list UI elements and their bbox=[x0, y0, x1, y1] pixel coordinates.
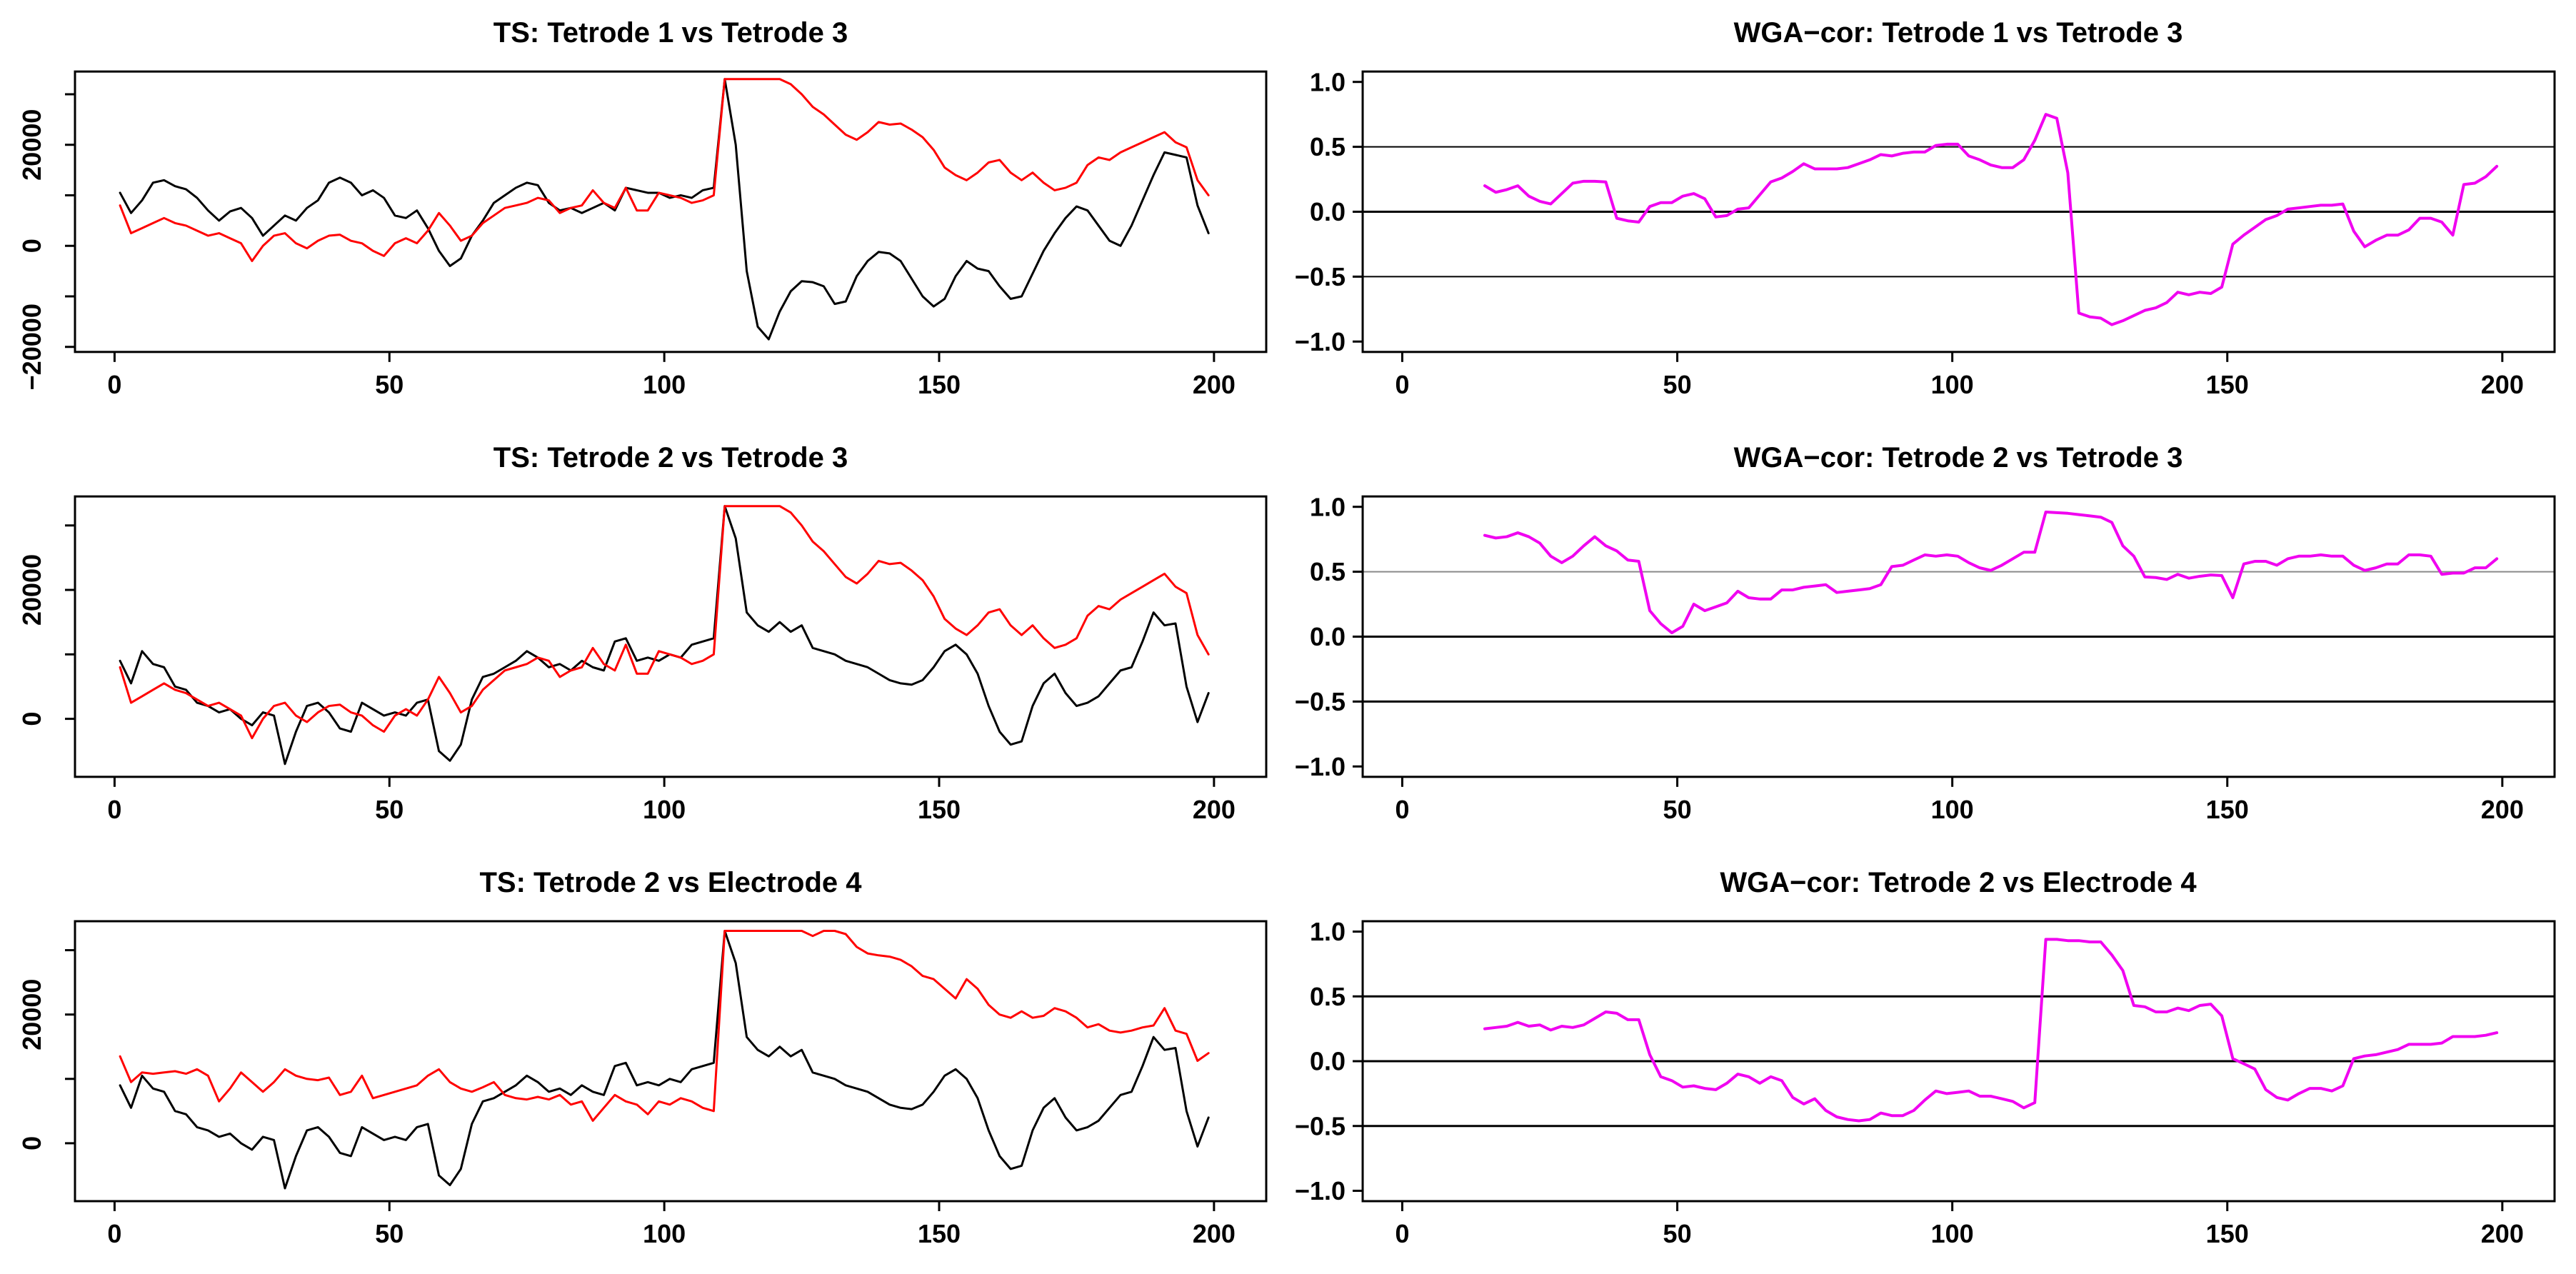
panel-wga-cor-tetrode2-vs-tetrode3: WGA−cor: Tetrode 2 vs Tetrode 3 0 50 100 15… bbox=[1288, 425, 2576, 850]
x-tick-label: 0 bbox=[107, 795, 121, 824]
x-tick-label: 200 bbox=[1193, 370, 1236, 399]
panel-ts-tetrode2-vs-electrode4: TS: Tetrode 2 vs Electrode 4 0 50 100 150 20… bbox=[0, 850, 1288, 1274]
x-tick-label: 0 bbox=[107, 1219, 121, 1248]
y-tick-label: 20000 bbox=[17, 979, 46, 1050]
series-tetrode-2-line bbox=[119, 930, 1210, 1190]
series-correlation-line bbox=[1483, 511, 2499, 635]
ts-tetrode2-vs-electrode4-chart: 0 50 100 150 200 0 20000 bbox=[17, 920, 1268, 1248]
x-tick-label: 100 bbox=[1931, 795, 1974, 824]
plot-box bbox=[74, 495, 1268, 778]
panel-wga-cor-tetrode2-vs-electrode4: WGA−cor: Tetrode 2 vs Electrode 4 0 50 100… bbox=[1288, 850, 2576, 1274]
series-tetrode-1-line bbox=[119, 78, 1210, 341]
wga-cor-tetrode2-vs-electrode4-chart: 0 50 100 150 200 −1.0 −0.5 0.0 0.5 1.0 bbox=[1295, 917, 2556, 1248]
series-correlation-line bbox=[1483, 938, 2499, 1123]
x-tick-label: 150 bbox=[918, 370, 961, 399]
x-tick-label: 50 bbox=[1663, 795, 1692, 824]
x-tick-label: 100 bbox=[1931, 370, 1974, 399]
x-tick-label: 100 bbox=[1931, 1219, 1974, 1248]
x-tick-label: 50 bbox=[375, 795, 404, 824]
x-tick-label: 150 bbox=[918, 1219, 961, 1248]
x-tick-label: 200 bbox=[1193, 1219, 1236, 1248]
x-tick-label: 0 bbox=[107, 370, 121, 399]
chart-title: TS: Tetrode 2 vs Electrode 4 bbox=[479, 867, 862, 898]
y-tick-label: −0.5 bbox=[1295, 687, 1345, 716]
y-tick-label: 1.0 bbox=[1310, 67, 1345, 96]
y-tick-label: 0.0 bbox=[1310, 197, 1345, 226]
x-tick-label: 50 bbox=[1663, 1219, 1692, 1248]
series-correlation-line bbox=[1483, 113, 2499, 326]
y-tick-label: 20000 bbox=[17, 554, 46, 626]
y-tick-label: 0 bbox=[17, 239, 46, 253]
chart-title: WGA−cor: Tetrode 1 vs Tetrode 3 bbox=[1733, 17, 2183, 49]
chart-title: TS: Tetrode 2 vs Tetrode 3 bbox=[493, 442, 848, 473]
x-tick-label: 100 bbox=[643, 370, 686, 399]
panel-ts-tetrode2-vs-tetrode3: TS: Tetrode 2 vs Tetrode 3 0 50 100 150 200 0… bbox=[0, 425, 1288, 850]
y-tick-label: 0.0 bbox=[1310, 1047, 1345, 1076]
y-tick-label: −0.5 bbox=[1295, 1111, 1345, 1140]
x-tick-label: 50 bbox=[375, 370, 404, 399]
y-tick-label: −1.0 bbox=[1295, 752, 1345, 781]
x-tick-label: 0 bbox=[1395, 370, 1409, 399]
wga-cor-tetrode1-vs-tetrode3-chart: 0 50 100 150 200 −1.0 −0.5 0.0 0.5 1.0 bbox=[1295, 67, 2556, 399]
x-tick-label: 200 bbox=[2481, 370, 2524, 399]
x-tick-label: 100 bbox=[643, 1219, 686, 1248]
x-tick-label: 50 bbox=[1663, 370, 1692, 399]
wga-cor-tetrode2-vs-tetrode3-chart: 0 50 100 150 200 −1.0 −0.5 0.0 0.5 1.0 bbox=[1295, 492, 2556, 824]
y-tick-label: 0.5 bbox=[1310, 982, 1345, 1011]
ts-tetrode2-vs-tetrode3-chart: 0 50 100 150 200 0 20000 bbox=[17, 495, 1268, 824]
chart-title: WGA−cor: Tetrode 2 vs Tetrode 3 bbox=[1733, 442, 2183, 473]
x-tick-label: 150 bbox=[2206, 1219, 2249, 1248]
series-electrode-4-line bbox=[119, 930, 1210, 1122]
x-tick-label: 200 bbox=[2481, 795, 2524, 824]
plot-box bbox=[74, 70, 1268, 353]
series-tetrode-2-line bbox=[119, 505, 1210, 766]
x-tick-label: 200 bbox=[1193, 795, 1236, 824]
y-tick-label: 0.5 bbox=[1310, 132, 1345, 161]
x-tick-label: 50 bbox=[375, 1219, 404, 1248]
x-tick-label: 200 bbox=[2481, 1219, 2524, 1248]
y-tick-label: −20000 bbox=[17, 304, 46, 390]
y-tick-label: 1.0 bbox=[1310, 492, 1345, 521]
y-tick-label: −0.5 bbox=[1295, 262, 1345, 291]
ts-tetrode1-vs-tetrode3-chart: 0 50 100 150 200 −20000 0 20000 bbox=[17, 70, 1268, 399]
y-tick-label: 0 bbox=[17, 712, 46, 726]
plot-box bbox=[74, 920, 1268, 1203]
x-tick-label: 100 bbox=[643, 795, 686, 824]
y-tick-label: −1.0 bbox=[1295, 327, 1345, 356]
x-tick-label: 0 bbox=[1395, 795, 1409, 824]
y-tick-label: 20000 bbox=[17, 109, 46, 181]
series-tetrode-3-line bbox=[119, 505, 1210, 740]
series-tetrode-3-line bbox=[119, 78, 1210, 263]
y-tick-label: 0.0 bbox=[1310, 622, 1345, 651]
x-tick-label: 150 bbox=[918, 795, 961, 824]
y-tick-label: 1.0 bbox=[1310, 917, 1345, 946]
y-tick-label: 0 bbox=[17, 1136, 46, 1150]
x-tick-label: 150 bbox=[2206, 795, 2249, 824]
panel-wga-cor-tetrode1-vs-tetrode3: WGA−cor: Tetrode 1 vs Tetrode 3 0 50 100 15… bbox=[1288, 0, 2576, 425]
chart-title: TS: Tetrode 1 vs Tetrode 3 bbox=[493, 17, 848, 49]
y-tick-label: −1.0 bbox=[1295, 1176, 1345, 1205]
x-tick-label: 0 bbox=[1395, 1219, 1409, 1248]
y-tick-label: 0.5 bbox=[1310, 557, 1345, 586]
chart-title: WGA−cor: Tetrode 2 vs Electrode 4 bbox=[1720, 867, 2197, 898]
panel-ts-tetrode1-vs-tetrode3: TS: Tetrode 1 vs Tetrode 3 0 50 100 150 200 −… bbox=[0, 0, 1288, 425]
x-tick-label: 150 bbox=[2206, 370, 2249, 399]
